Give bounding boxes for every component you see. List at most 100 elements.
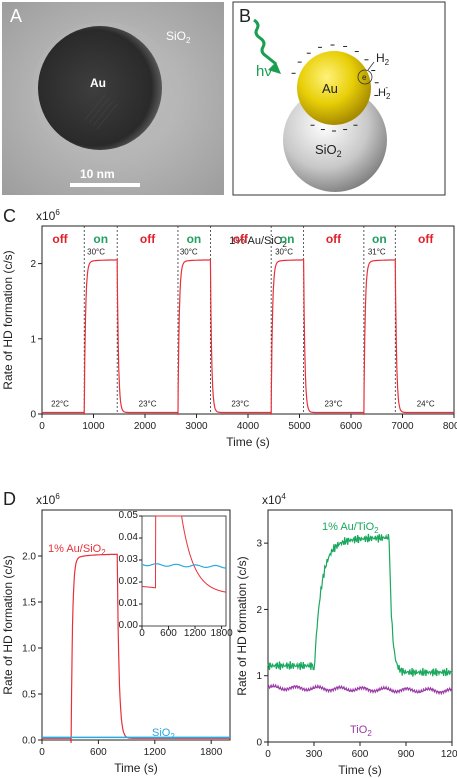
inset-x-tick-label: 1800 <box>210 628 233 639</box>
y-tick-label: 1.5 <box>22 598 36 609</box>
sio2-label-a: SiO2 <box>166 29 191 45</box>
state-label-off: off <box>233 232 249 246</box>
temperature-label: 30°C <box>180 248 198 257</box>
x-tick-label: 0 <box>39 421 45 432</box>
y-tick-label: 1.0 <box>22 644 36 655</box>
y-tick-label: 0.5 <box>22 690 36 701</box>
chart-c-title: 1% Au/SiO2 <box>229 235 287 249</box>
x-tick-label: 1000 <box>82 421 105 432</box>
au-sio2-trace <box>42 553 230 743</box>
au-sphere <box>297 51 371 125</box>
panel-b: B Au SiO2 hν e H2 H2- <box>232 1 446 196</box>
y-tick-label: 2.0 <box>22 552 36 563</box>
lattice-fringes <box>84 94 118 130</box>
hminus-label: H2- <box>378 83 391 101</box>
x-tick-label: 900 <box>398 749 415 760</box>
state-label-off: off <box>52 232 68 246</box>
x-axis-label: Time (s) <box>114 761 158 775</box>
sio2-sphere-label: SiO2 <box>315 142 342 159</box>
light-wave-icon <box>253 18 277 66</box>
y-axis-label: Rate of HD formation (c/s) <box>235 556 249 695</box>
state-label-off: off <box>326 232 342 246</box>
scale-bar <box>70 183 140 187</box>
chart-d-inset: 0 600 1200 1800 0.00 0.01 0.02 0.03 0.04 0.05 <box>119 510 234 639</box>
state-label-on: on <box>93 232 108 246</box>
inset-y-tick-label: 0.05 <box>119 510 139 521</box>
au-tio2-legend: 1% Au/TiO2 <box>322 521 379 535</box>
x-tick-label: 1200 <box>441 749 457 760</box>
au-sphere-label: Au <box>322 81 338 96</box>
arrow-icon <box>268 62 281 74</box>
temperature-label: 24°C <box>417 399 435 408</box>
x-tick-label: 4000 <box>237 421 260 432</box>
axis-multiplier: x106 <box>36 208 60 223</box>
state-label-on: on <box>280 232 295 246</box>
chart-d-right: 0 300 600 900 1200 0 1 2 3 Time (s) Rate of HD for… <box>235 492 457 777</box>
hv-label: hν <box>256 63 272 80</box>
inset-y-tick-label: 0.00 <box>119 620 139 631</box>
inset-sio2-trace <box>141 563 226 569</box>
x-tick-label: 7000 <box>391 421 414 432</box>
h2-label: H2 <box>376 51 390 67</box>
axis-multiplier: x104 <box>262 492 286 507</box>
y-tick-label: 0 <box>256 738 262 749</box>
x-tick-label: 600 <box>90 747 107 758</box>
tio2-legend: TiO2 <box>350 724 372 738</box>
inset-au-trace <box>142 515 227 593</box>
inset-y-tick-label: 0.03 <box>119 554 139 565</box>
electron-circle <box>357 69 373 85</box>
x-tick-label: 2000 <box>134 421 157 432</box>
tio2-trace <box>267 683 453 696</box>
y-tick-label: 1 <box>30 334 36 345</box>
au-tio2-trace <box>267 533 453 677</box>
x-tick-label: 6000 <box>340 421 363 432</box>
au-nanoparticle <box>38 26 162 150</box>
x-tick-label: 0 <box>265 749 271 760</box>
sio2-legend: SiO2 <box>152 727 175 741</box>
hd-rate-trace <box>42 258 454 415</box>
temperature-label: 23°C <box>139 399 157 408</box>
x-tick-label: 5000 <box>288 421 311 432</box>
inset-y-tick-label: 0.02 <box>119 576 139 587</box>
y-tick-label: 2 <box>30 259 36 270</box>
inset-x-tick-label: 0 <box>139 628 145 639</box>
y-tick-label: 0.0 <box>22 736 36 747</box>
x-tick-label: 0 <box>39 747 45 758</box>
scale-bar-label: 10 nm <box>80 167 115 181</box>
state-label-on: on <box>187 232 202 246</box>
y-tick-label: 1 <box>256 671 262 682</box>
state-label-on: on <box>372 232 387 246</box>
y-tick-label: 3 <box>256 539 262 550</box>
electron-label: e <box>362 73 367 82</box>
panel-c-label: C <box>3 206 16 226</box>
panel-d-label: D <box>3 489 16 509</box>
inset-x-tick-label: 1200 <box>184 628 207 639</box>
temperature-label: 23°C <box>325 399 343 408</box>
temperature-label: 22°C <box>51 399 69 408</box>
inset-x-tick-label: 600 <box>160 628 177 639</box>
x-tick-label: 3000 <box>185 421 208 432</box>
temperature-label: 30°C <box>275 248 293 257</box>
temperature-label: 31°C <box>368 248 386 257</box>
axis-multiplier: x106 <box>36 492 60 507</box>
state-label-off: off <box>418 232 434 246</box>
au-sio2-legend: 1% Au/SiO2 <box>48 543 106 557</box>
inset-y-tick-label: 0.01 <box>119 598 139 609</box>
x-tick-label: 300 <box>306 749 323 760</box>
y-tick-label: 2 <box>256 605 262 616</box>
au-label: Au <box>90 76 106 90</box>
x-tick-label: 1200 <box>144 747 167 758</box>
temperature-label: 30°C <box>87 248 105 257</box>
panel-a-label: A <box>10 6 22 26</box>
temperature-label: 23°C <box>231 399 249 408</box>
state-label-off: off <box>140 232 156 246</box>
x-axis-label: Time (s) <box>338 763 382 777</box>
surface-charges <box>291 44 379 132</box>
panel-a: A Au SiO2 10 nm <box>2 2 224 195</box>
h2-pointer <box>367 61 375 71</box>
